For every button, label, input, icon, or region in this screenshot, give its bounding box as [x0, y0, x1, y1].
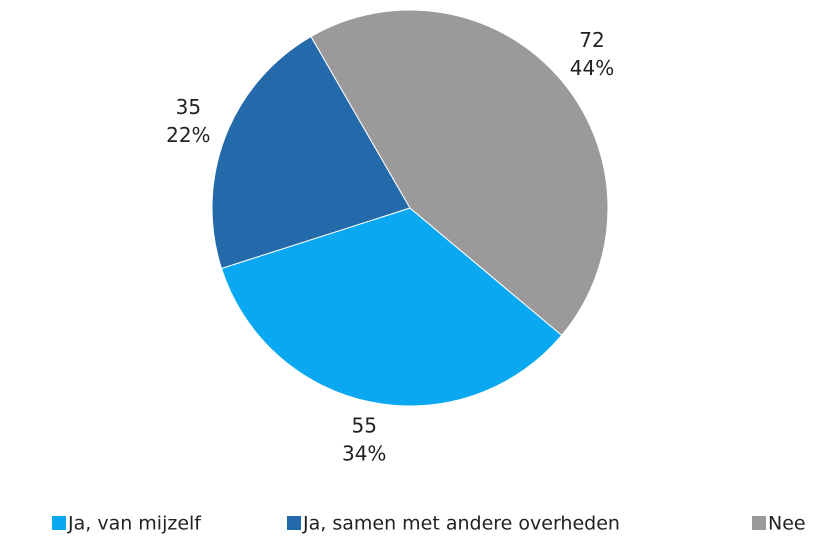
- percent-label: 44%: [570, 56, 614, 80]
- legend-swatch: [752, 516, 766, 530]
- data-label: 35: [176, 95, 201, 119]
- percent-label: 22%: [166, 123, 210, 147]
- data-label: 55: [351, 414, 376, 438]
- pie-slice: [220, 207, 563, 407]
- pie-slice: [310, 9, 609, 336]
- data-label: 72: [579, 28, 604, 52]
- legend-swatch: [52, 516, 66, 530]
- percent-label: 34%: [342, 442, 386, 466]
- legend-label: Ja, samen met andere overheden: [302, 513, 620, 535]
- legend-label: Nee: [768, 513, 806, 535]
- legend-label: Ja, van mijzelf: [67, 513, 202, 535]
- legend-swatch: [287, 516, 301, 530]
- pie-slice: [211, 35, 411, 270]
